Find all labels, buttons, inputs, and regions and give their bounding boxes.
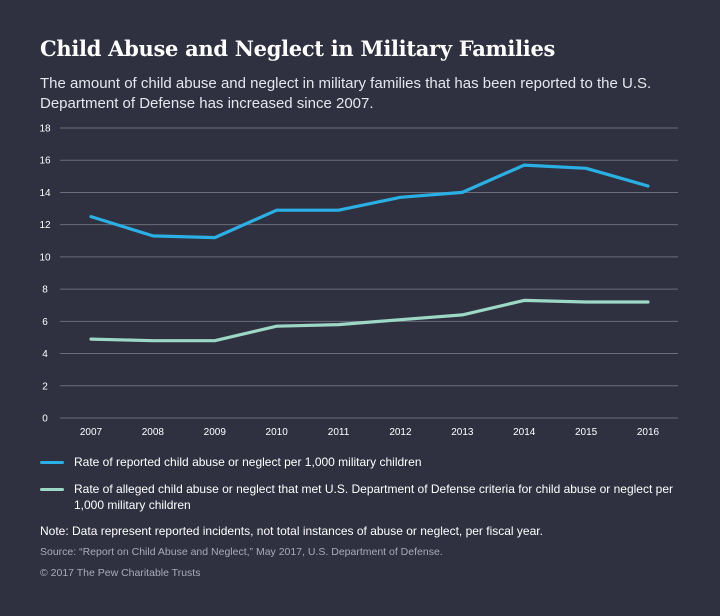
y-tick-label: 12 [39, 220, 51, 231]
x-tick-label: 2016 [637, 427, 660, 438]
legend-swatch-alleged [40, 488, 64, 491]
legend-item-alleged: Rate of alleged child abuse or neglect t… [40, 481, 680, 513]
x-tick-label: 2010 [266, 427, 289, 438]
x-tick-label: 2014 [513, 427, 536, 438]
legend-swatch-reported [40, 461, 64, 464]
x-tick-label: 2008 [142, 427, 165, 438]
line-chart: 0 2 4 6 8 10 12 14 16 18 2007 2008 2009 2010 2011 2012 2… [39, 124, 678, 438]
chart-note: Note: Data represent reported incidents,… [40, 524, 543, 538]
y-tick-label: 6 [42, 317, 48, 328]
y-tick-label: 2 [42, 381, 48, 392]
y-tick-label: 16 [39, 156, 51, 167]
x-tick-label: 2015 [575, 427, 598, 438]
y-tick-label: 18 [39, 124, 51, 135]
chart-copyright: © 2017 The Pew Charitable Trusts [40, 567, 201, 579]
legend-label-reported: Rate of reported child abuse or neglect … [74, 455, 422, 469]
y-tick-label: 14 [39, 188, 51, 199]
x-tick-label: 2011 [328, 427, 350, 438]
x-tick-label: 2007 [80, 427, 103, 438]
x-tick-label: 2013 [451, 427, 474, 438]
legend-item-reported: Rate of reported child abuse or neglect … [40, 454, 680, 470]
chart-legend: Rate of reported child abuse or neglect … [40, 454, 680, 524]
x-tick-label: 2012 [389, 427, 412, 438]
chart-source: Source: “Report on Child Abuse and Negle… [40, 546, 443, 558]
x-tick-label: 2009 [204, 427, 227, 438]
legend-label-alleged: Rate of alleged child abuse or neglect t… [74, 482, 673, 512]
chart-title: Child Abuse and Neglect in Military Fami… [40, 36, 556, 61]
y-tick-label: 8 [42, 285, 48, 296]
series-line-alleged [89, 298, 650, 343]
y-tick-label: 10 [39, 252, 51, 263]
series-line-reported [89, 163, 650, 240]
chart-subtitle: The amount of child abuse and neglect in… [40, 75, 652, 112]
y-tick-label: 0 [42, 414, 48, 425]
y-tick-label: 4 [42, 349, 48, 360]
